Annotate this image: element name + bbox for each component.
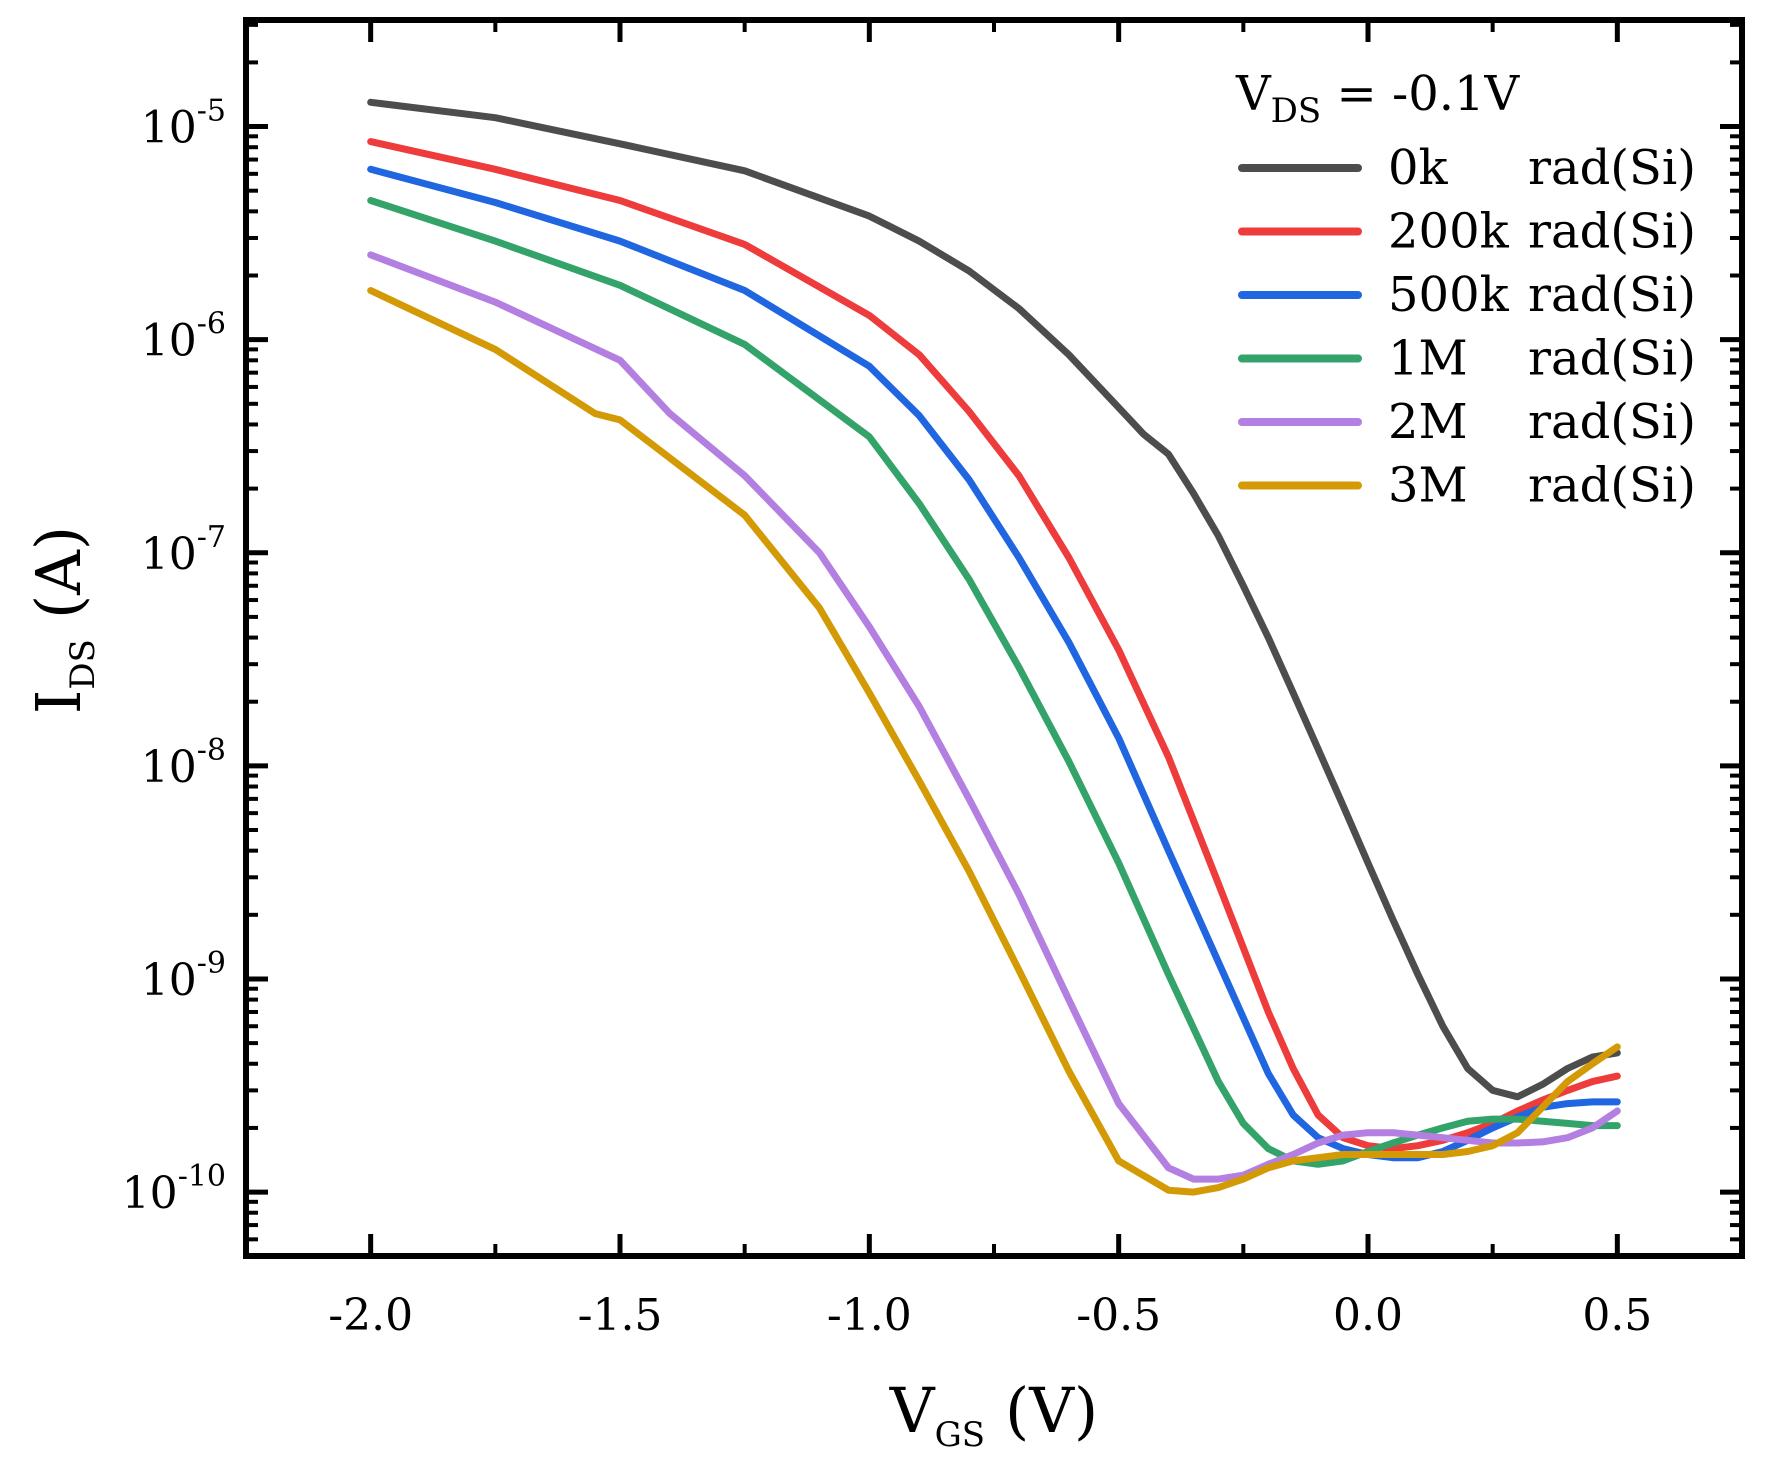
legend: VDS = -0.1V 0k rad(Si) 200k rad(Si) 500k rad(… xyxy=(1235,66,1696,514)
legend-unit-500k: rad(Si) xyxy=(1528,267,1696,323)
series-line-200k xyxy=(367,138,1621,1153)
x-tick-label: 0.5 xyxy=(1582,1290,1652,1341)
y-tick-exponent: -7 xyxy=(197,520,226,555)
legend-items: 0k rad(Si) 200k rad(Si) 500k rad(Si) 1M rad(Si)… xyxy=(1238,140,1696,514)
x-tick-label: -2.0 xyxy=(328,1290,413,1341)
legend-title-rest: = -0.1V xyxy=(1321,66,1520,122)
x-axis-title: VGS (V) xyxy=(889,1374,1098,1455)
y-tick-base: 10 xyxy=(141,103,197,154)
y-tick-base: 10 xyxy=(141,955,197,1006)
legend-title-main: V xyxy=(1235,66,1272,122)
y-tick-exponent: -10 xyxy=(178,1159,226,1194)
legend-title-sub: DS xyxy=(1271,91,1322,131)
legend-unit-1M: rad(Si) xyxy=(1528,331,1696,387)
series-layer xyxy=(367,98,1621,1196)
legend-label-2M: 2M xyxy=(1388,394,1468,450)
y-tick-label: 10-6 xyxy=(141,307,226,367)
series-line-3M xyxy=(367,287,1621,1196)
x-axis-title-unit: (V) xyxy=(1005,1374,1098,1447)
legend-title: VDS = -0.1V xyxy=(1235,66,1521,131)
y-tick-label: 10-5 xyxy=(141,94,226,154)
series-line-0k xyxy=(367,98,1621,1101)
y-tick-label: 10-7 xyxy=(141,520,226,580)
y-axis-title-main: I xyxy=(22,690,95,715)
legend-label-1M: 1M xyxy=(1388,331,1468,387)
legend-label-200k: 200k xyxy=(1388,204,1510,260)
x-tick-label: -1.5 xyxy=(578,1290,663,1341)
y-tick-label: 10-10 xyxy=(122,1159,226,1219)
y-tick-base: 10 xyxy=(141,529,197,580)
y-tick-base: 10 xyxy=(122,1168,178,1219)
y-tick-label: 10-9 xyxy=(141,946,226,1006)
tick-layer xyxy=(246,20,1742,1256)
y-tick-exponent: -9 xyxy=(197,946,226,981)
y-axis-title: IDS (A) xyxy=(22,526,103,714)
x-tick-label: -1.0 xyxy=(827,1290,912,1341)
y-tick-base: 10 xyxy=(141,742,197,793)
legend-label-0k: 0k xyxy=(1388,140,1449,196)
legend-unit-0k: rad(Si) xyxy=(1528,140,1696,196)
y-tick-exponent: -8 xyxy=(197,733,226,768)
y-axis-title-unit: (A) xyxy=(22,526,95,619)
y-tick-exponent: -6 xyxy=(197,307,226,342)
y-tick-base: 10 xyxy=(141,316,197,367)
legend-unit-3M: rad(Si) xyxy=(1528,458,1696,514)
legend-unit-2M: rad(Si) xyxy=(1528,394,1696,450)
legend-label-3M: 3M xyxy=(1388,458,1468,514)
x-tick-label: -0.5 xyxy=(1076,1290,1161,1341)
series-line-1M xyxy=(367,197,1621,1168)
y-tick-label: 10-8 xyxy=(141,733,226,793)
y-tick-exponent: -5 xyxy=(197,94,226,129)
legend-unit-200k: rad(Si) xyxy=(1528,204,1696,260)
x-axis-title-main: V xyxy=(889,1374,936,1447)
label-layer: -2.0 -1.5 -1.0 -0.5 0.0 0.510-510-610-710-810… xyxy=(122,94,1653,1341)
x-axis-title-sub: GS xyxy=(935,1415,985,1455)
y-axis-title-sub: DS xyxy=(63,639,103,690)
legend-label-500k: 500k xyxy=(1388,267,1510,323)
x-tick-label: 0.0 xyxy=(1333,1290,1403,1341)
